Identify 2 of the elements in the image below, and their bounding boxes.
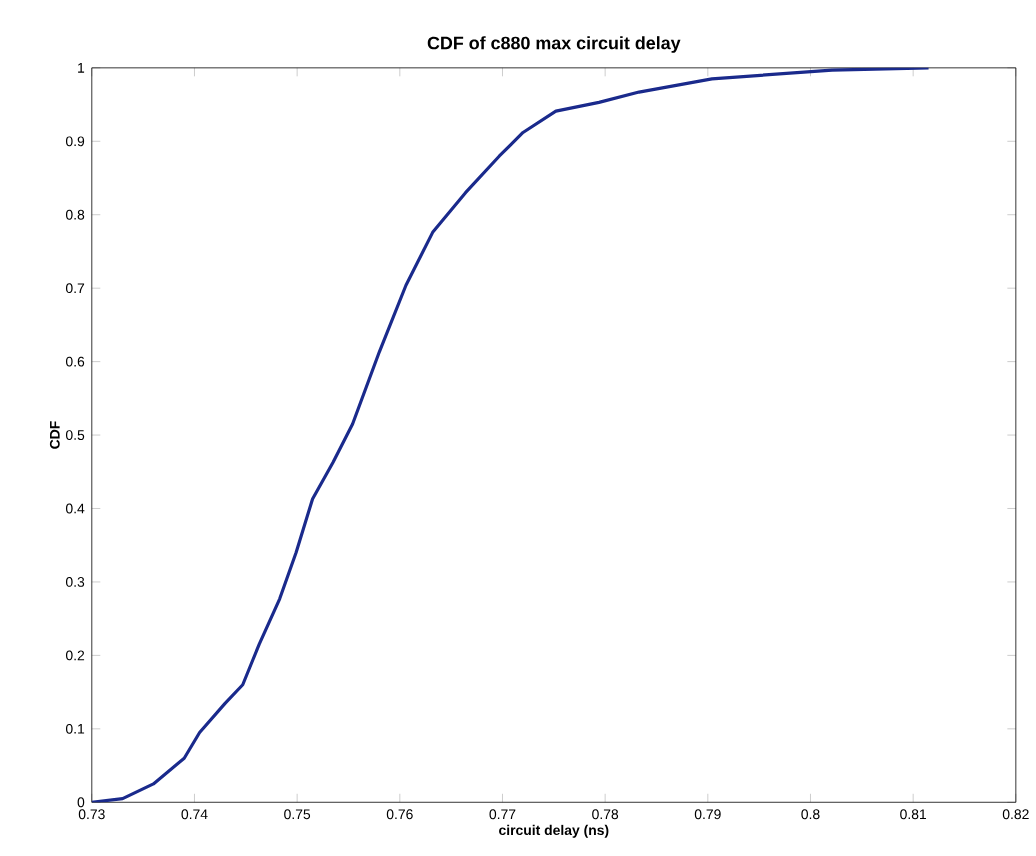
chart-title: CDF of c880 max circuit delay [427,36,681,53]
line-series [91,67,931,803]
